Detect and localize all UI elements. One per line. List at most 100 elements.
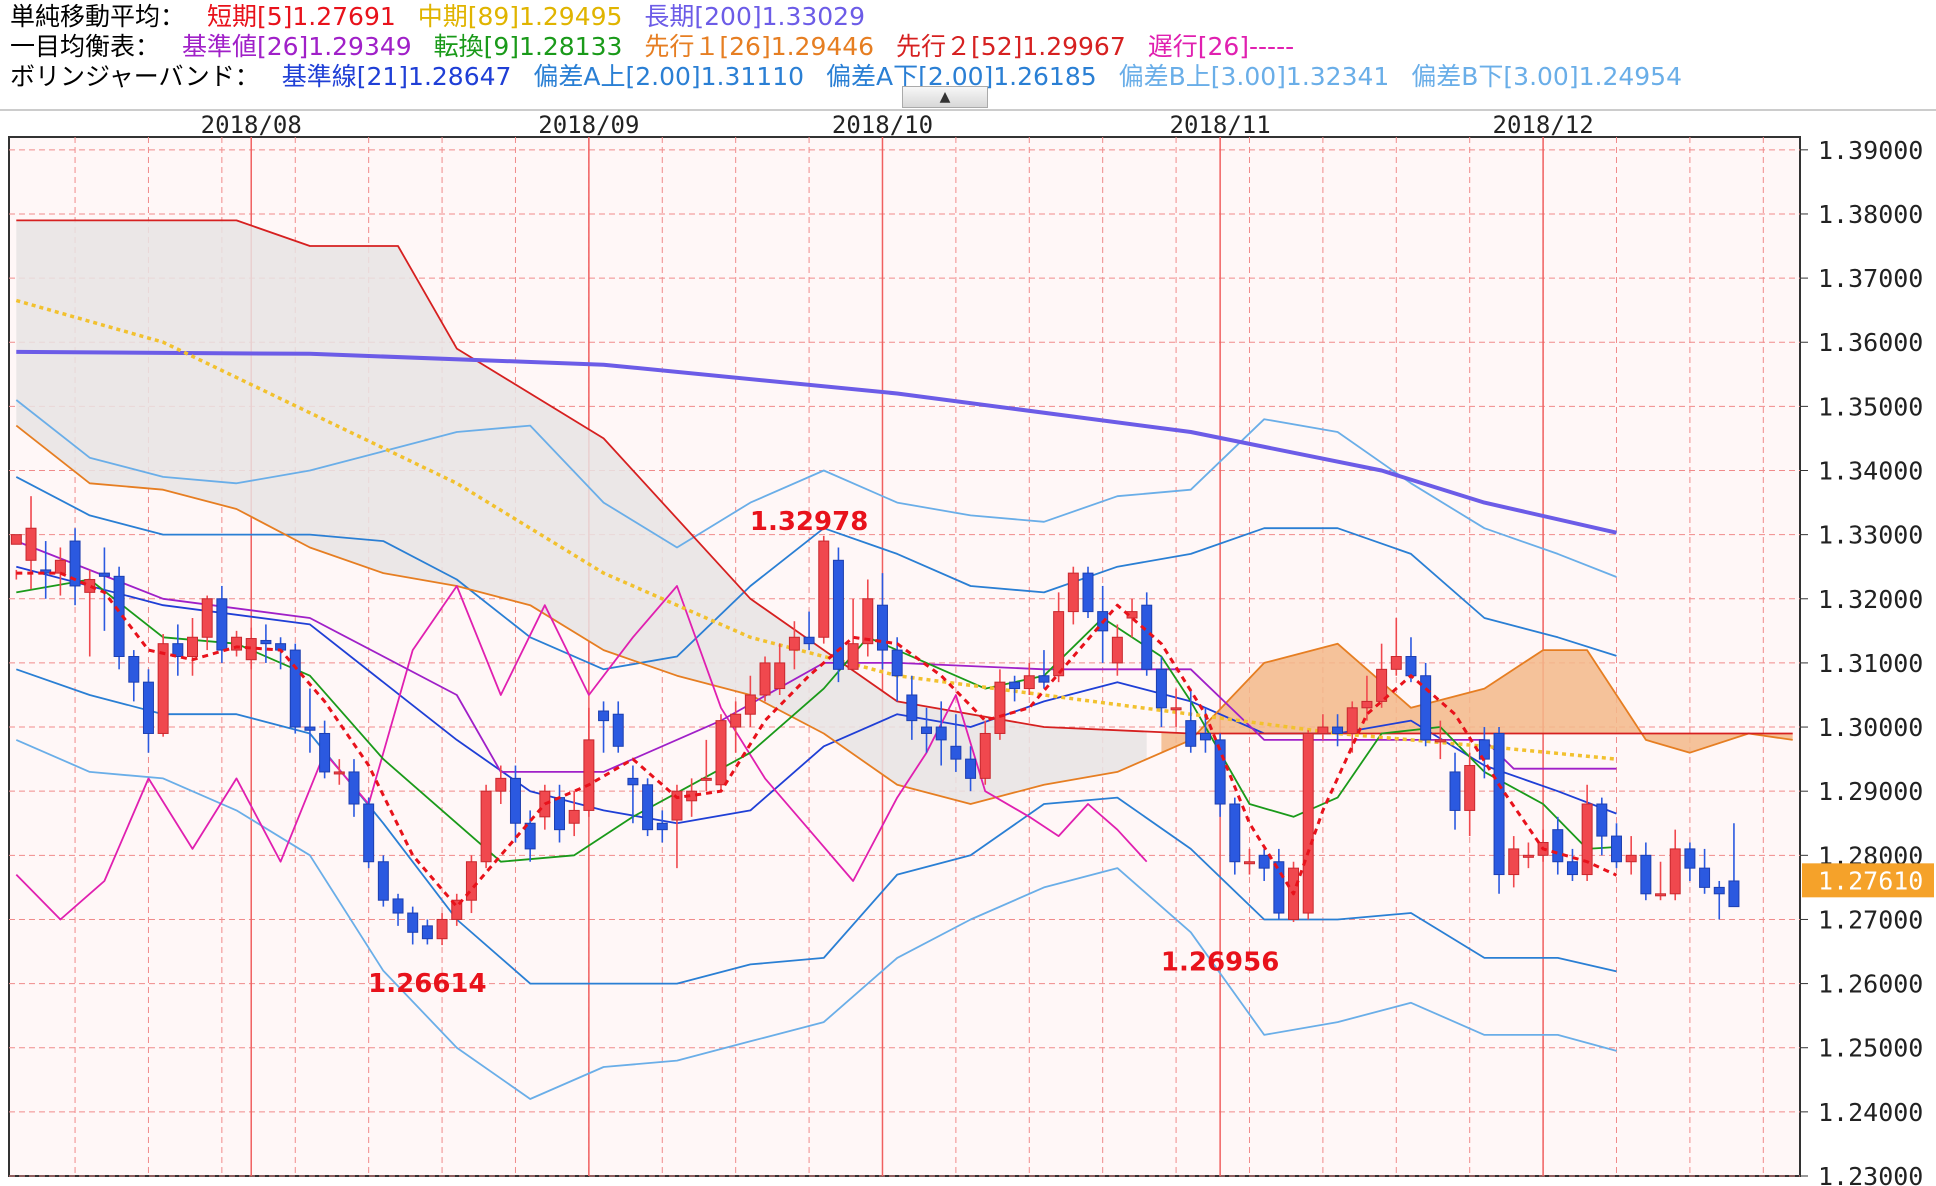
candle-body (392, 898, 404, 914)
current-price-tag (1802, 863, 1934, 898)
candle-body (480, 790, 492, 863)
candle-body (1508, 848, 1520, 876)
candle-body (436, 918, 448, 940)
candle-body (1434, 739, 1446, 743)
candle-body (1449, 771, 1461, 811)
candle-body (1243, 861, 1255, 865)
candle-body (1713, 886, 1725, 895)
price-annotation: 1.26956 (1161, 947, 1279, 977)
candle-body (1199, 732, 1211, 741)
candle-body (1332, 726, 1344, 734)
legend-sma-label: 単純移動平均： (10, 2, 186, 31)
y-tick-label: 1.29000 (1818, 777, 1923, 806)
candle-body (231, 636, 243, 651)
candle-body (1596, 803, 1608, 837)
candle-body (1684, 848, 1696, 869)
y-tick-label: 1.26000 (1818, 970, 1923, 999)
candle-body (201, 598, 213, 638)
month-label: 2018/09 (538, 111, 639, 139)
candle-body (25, 527, 37, 561)
legend-sma-short: 短期[5]1.27691 (206, 2, 396, 31)
candle-body (1464, 765, 1476, 811)
candle-body (1009, 681, 1021, 690)
triangle-up-icon: ▲ (939, 89, 951, 105)
candle-body (1038, 675, 1050, 683)
candle-body (774, 662, 786, 690)
candle-body (803, 636, 815, 645)
candle-body (627, 777, 639, 786)
candle-body (1669, 848, 1681, 895)
senkou-a-line (15, 424, 1793, 805)
ichimoku-cloud-bullish (1161, 643, 1793, 753)
legend-senkou1: 先行１[26]1.29446 (644, 32, 875, 61)
legend-tenkan: 転換[9]1.28133 (433, 32, 623, 61)
candle-body (54, 559, 66, 574)
y-tick-label: 1.31000 (1818, 649, 1923, 678)
bb-b-upper-line (15, 399, 1617, 578)
legend-bb-b-up: 偏差B上[3.00]1.32341 (1118, 62, 1390, 91)
candle-body (10, 534, 22, 545)
candle-body (1581, 803, 1593, 876)
current-price-label: 1.27610 (1818, 866, 1923, 895)
candle-body (876, 604, 888, 651)
sma-mid-line (15, 298, 1617, 761)
y-tick-label: 1.24000 (1818, 1098, 1923, 1127)
legend-chikou: 遅行[26]----- (1147, 32, 1295, 61)
candle-body (598, 710, 610, 722)
candle-body (319, 732, 331, 773)
candle-body (40, 569, 52, 574)
y-tick-label: 1.23000 (1818, 1162, 1923, 1186)
candle-body (187, 636, 198, 658)
y-tick-label: 1.25000 (1818, 1034, 1923, 1063)
y-tick-label: 1.30000 (1818, 713, 1923, 742)
legend-bb-b-down: 偏差B下[3.00]1.24954 (1411, 62, 1682, 91)
candle-body (1023, 675, 1035, 690)
candle-body (289, 649, 301, 728)
candle-body (1655, 893, 1667, 897)
candle-body (1273, 861, 1285, 914)
candle-body (979, 732, 991, 779)
legend-sma: 単純移動平均： 短期[5]1.27691 中期[89]1.29495 長期[20… (10, 2, 879, 32)
month-label: 2018/12 (1493, 111, 1594, 139)
candle-body (333, 771, 345, 775)
candle-body (1728, 880, 1740, 908)
candle-body (1405, 656, 1417, 677)
collapse-legend-button[interactable]: ▲ (902, 86, 988, 108)
candle-body (921, 726, 933, 734)
chikou-line (15, 585, 1148, 921)
candle-body (524, 822, 536, 850)
candle-body (377, 861, 389, 901)
legend-senkou2: 先行２[52]1.29967 (896, 32, 1126, 61)
candle-body (818, 540, 830, 638)
candle-body (965, 758, 977, 779)
candle-body (656, 822, 668, 831)
bb-b-lower-line (15, 739, 1617, 1100)
legend-bollinger-label: ボリンジャーバンド： (10, 62, 260, 91)
candle-body (950, 745, 962, 760)
candle-body (1302, 732, 1314, 914)
month-label: 2018/08 (201, 111, 302, 139)
candle-body (1170, 707, 1182, 711)
tenkan-line (16, 578, 1617, 863)
candle-body (1376, 668, 1388, 702)
legend-bollinger: ボリンジャーバンド： 基準線[21]1.28647 偏差A上[2.00]1.31… (10, 62, 1696, 92)
candle-body (1346, 707, 1358, 734)
y-tick-label: 1.32000 (1818, 585, 1923, 614)
candle-body (700, 777, 712, 781)
y-tick-label: 1.34000 (1818, 457, 1923, 486)
candle-body (715, 720, 727, 786)
candle-body (1493, 732, 1505, 876)
candle-body (1053, 611, 1065, 677)
candle-body (1082, 572, 1094, 613)
candle-body (847, 643, 859, 670)
legend-ichimoku: 一目均衡表： 基準値[26]1.29349 転換[9]1.28133 先行１[2… (10, 32, 1308, 62)
candle-body (142, 681, 154, 734)
legend-sma-mid: 中期[89]1.29495 (417, 2, 623, 31)
y-tick-label: 1.35000 (1818, 392, 1923, 421)
candle-body (157, 643, 169, 734)
candle-body (69, 540, 81, 587)
candle-body (1067, 572, 1079, 613)
month-label: 2018/10 (832, 111, 933, 139)
candle-body (1625, 854, 1637, 863)
candle-body (935, 726, 947, 741)
